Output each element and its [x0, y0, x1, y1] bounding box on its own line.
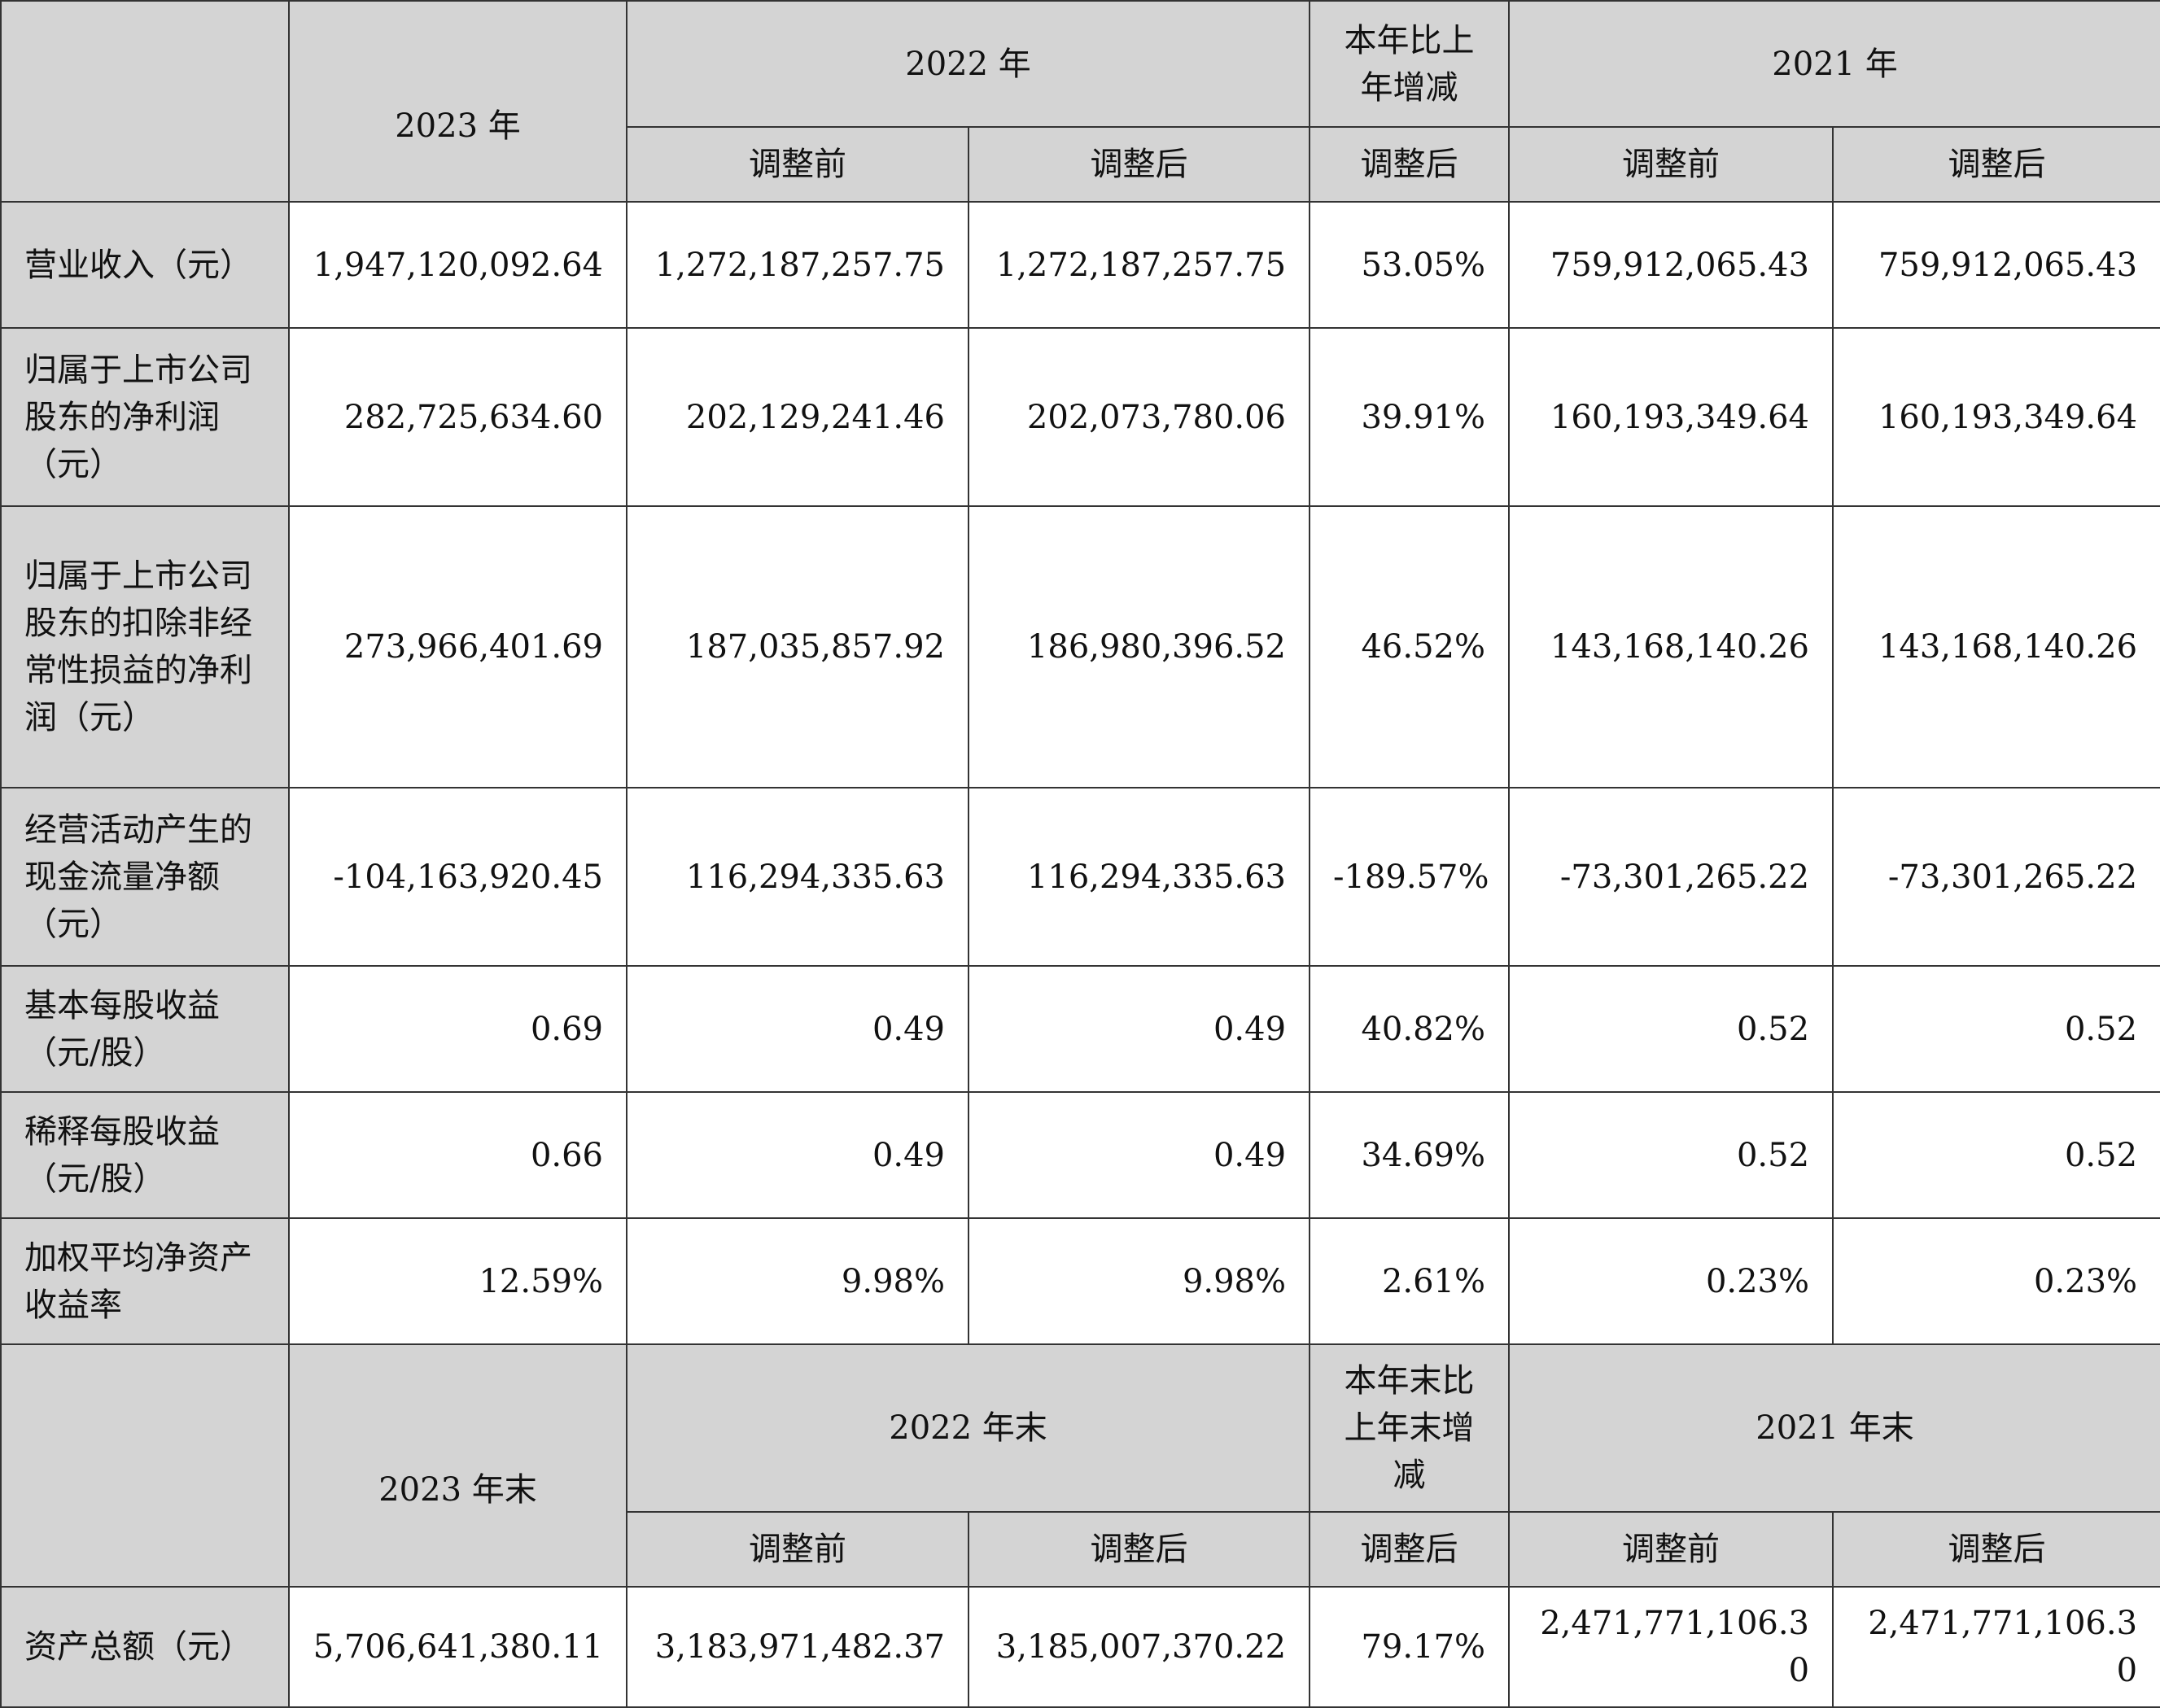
value-2022-after: 1,272,187,257.75: [967, 201, 1311, 329]
value-change: 2.61%: [1309, 1217, 1511, 1345]
header-2023-end: 2023 年末: [288, 1343, 627, 1588]
row-label: 资产总额（元）: [0, 1586, 290, 1708]
value-2021-after: 759,912,065.43: [1832, 201, 2160, 329]
header-2023: 2023 年: [288, 0, 627, 203]
value-2022-before: 0.49: [626, 1091, 969, 1219]
value-2022-after: 0.49: [967, 1091, 1311, 1219]
value-2023: 0.66: [288, 1091, 627, 1219]
header-row: 2023 年 2022 年 本年比上年增减 2021 年: [0, 0, 2160, 203]
row-label: 稀释每股收益（元/股）: [0, 1091, 290, 1219]
subheader-2021-after: 调整后: [1832, 126, 2160, 203]
value-2022-after: 9.98%: [967, 1217, 1311, 1345]
value-2021-end-after: 2,471,771,106.30: [1832, 1586, 2160, 1708]
value-2021-after: 0.23%: [1832, 1217, 2160, 1345]
value-2022-before: 187,035,857.92: [626, 505, 969, 788]
table-row: 稀释每股收益（元/股） 0.66 0.49 0.49 34.69% 0.52 0…: [0, 1091, 2160, 1219]
row-label: 营业收入（元）: [0, 201, 290, 329]
row-label: 经营活动产生的现金流量净额（元）: [0, 787, 290, 967]
value-2023: -104,163,920.45: [288, 787, 627, 967]
value-2022-end-after: 3,185,007,370.22: [967, 1586, 1311, 1708]
value-2022-after: 116,294,335.63: [967, 787, 1311, 967]
subheader-2022-after: 调整后: [967, 1511, 1311, 1588]
value-change: 34.69%: [1309, 1091, 1511, 1219]
value-change: 39.91%: [1309, 327, 1511, 507]
value-2023: 1,947,120,092.64: [288, 201, 627, 329]
value-2022-after: 202,073,780.06: [967, 327, 1311, 507]
value-2022-before: 1,272,187,257.75: [626, 201, 969, 329]
value-change-end: 79.17%: [1309, 1586, 1511, 1708]
value-2021-before: 0.52: [1508, 1091, 1834, 1219]
header-2022: 2022 年: [625, 0, 1311, 128]
table-row: 加权平均净资产收益率 12.59% 9.98% 9.98% 2.61% 0.23…: [0, 1217, 2160, 1345]
value-2023: 273,966,401.69: [288, 505, 627, 788]
value-2021-after: 0.52: [1832, 1091, 2160, 1219]
value-2021-after: 160,193,349.64: [1832, 327, 2160, 507]
value-2021-end-before: 2,471,771,106.30: [1508, 1586, 1834, 1708]
row-label: 加权平均净资产收益率: [0, 1217, 290, 1345]
row-label: 基本每股收益（元/股）: [0, 965, 290, 1093]
value-change: -189.57%: [1309, 787, 1511, 967]
value-2021-before: 143,168,140.26: [1508, 505, 1834, 788]
value-change: 40.82%: [1309, 965, 1511, 1093]
subheader-change-after: 调整后: [1309, 1511, 1511, 1588]
subheader-2022-before: 调整前: [626, 126, 969, 203]
value-2021-after: -73,301,265.22: [1832, 787, 2160, 967]
header-row: 2023 年末 2022 年末 本年末比上年末增减 2021 年末: [0, 1343, 2160, 1588]
header-change: 本年比上年增减: [1309, 0, 1511, 128]
value-2022-before: 116,294,335.63: [626, 787, 969, 967]
subheader-row: 调整前 调整后 调整后 调整前 调整后: [1, 1511, 2160, 1588]
table-row: 归属于上市公司股东的扣除非经常性损益的净利润（元） 273,966,401.69…: [0, 505, 2160, 788]
table-row: 基本每股收益（元/股） 0.69 0.49 0.49 40.82% 0.52 0…: [0, 965, 2160, 1093]
value-2022-after: 186,980,396.52: [967, 505, 1311, 788]
value-2023: 12.59%: [288, 1217, 627, 1345]
table-row: 归属于上市公司股东的净利润（元） 282,725,634.60 202,129,…: [0, 327, 2160, 507]
value-2021-after: 0.52: [1832, 965, 2160, 1093]
value-2022-before: 9.98%: [626, 1217, 969, 1345]
value-2023-end: 5,706,641,380.11: [288, 1586, 627, 1708]
header-2021-end: 2021 年末: [1508, 1343, 2160, 1513]
row-label: 归属于上市公司股东的净利润（元）: [0, 327, 290, 507]
subheader-2022-before: 调整前: [626, 1511, 969, 1588]
subheader-row: 调整前 调整后 调整后 调整前 调整后: [1, 126, 2160, 203]
header-blank-cell: [0, 0, 290, 203]
value-change: 53.05%: [1309, 201, 1511, 329]
header-change-end: 本年末比上年末增减: [1309, 1343, 1511, 1513]
subheader-2022-after: 调整后: [967, 126, 1311, 203]
header-2022-end: 2022 年末: [625, 1343, 1311, 1513]
table-row: 资产总额（元） 5,706,641,380.11 3,183,971,482.3…: [0, 1586, 2160, 1708]
subheader-2021-before: 调整前: [1508, 126, 1834, 203]
table-row: 经营活动产生的现金流量净额（元） -104,163,920.45 116,294…: [0, 787, 2160, 967]
subheader-change-after: 调整后: [1309, 126, 1511, 203]
row-label: 归属于上市公司股东的扣除非经常性损益的净利润（元）: [0, 505, 290, 788]
value-2022-before: 202,129,241.46: [626, 327, 969, 507]
value-2021-before: -73,301,265.22: [1508, 787, 1834, 967]
table-row: 营业收入（元） 1,947,120,092.64 1,272,187,257.7…: [0, 201, 2160, 329]
value-2021-before: 0.52: [1508, 965, 1834, 1093]
value-2023: 282,725,634.60: [288, 327, 627, 507]
value-change: 46.52%: [1309, 505, 1511, 788]
value-2023: 0.69: [288, 965, 627, 1093]
value-2022-after: 0.49: [967, 965, 1311, 1093]
value-2021-before: 160,193,349.64: [1508, 327, 1834, 507]
value-2021-before: 0.23%: [1508, 1217, 1834, 1345]
subheader-2021-after: 调整后: [1832, 1511, 2160, 1588]
subheader-2021-before: 调整前: [1508, 1511, 1834, 1588]
value-2021-after: 143,168,140.26: [1832, 505, 2160, 788]
value-2022-end-before: 3,183,971,482.37: [626, 1586, 969, 1708]
value-2022-before: 0.49: [626, 965, 969, 1093]
header-2021: 2021 年: [1508, 0, 2160, 128]
header-blank-cell: [0, 1343, 290, 1588]
value-2021-before: 759,912,065.43: [1508, 201, 1834, 329]
